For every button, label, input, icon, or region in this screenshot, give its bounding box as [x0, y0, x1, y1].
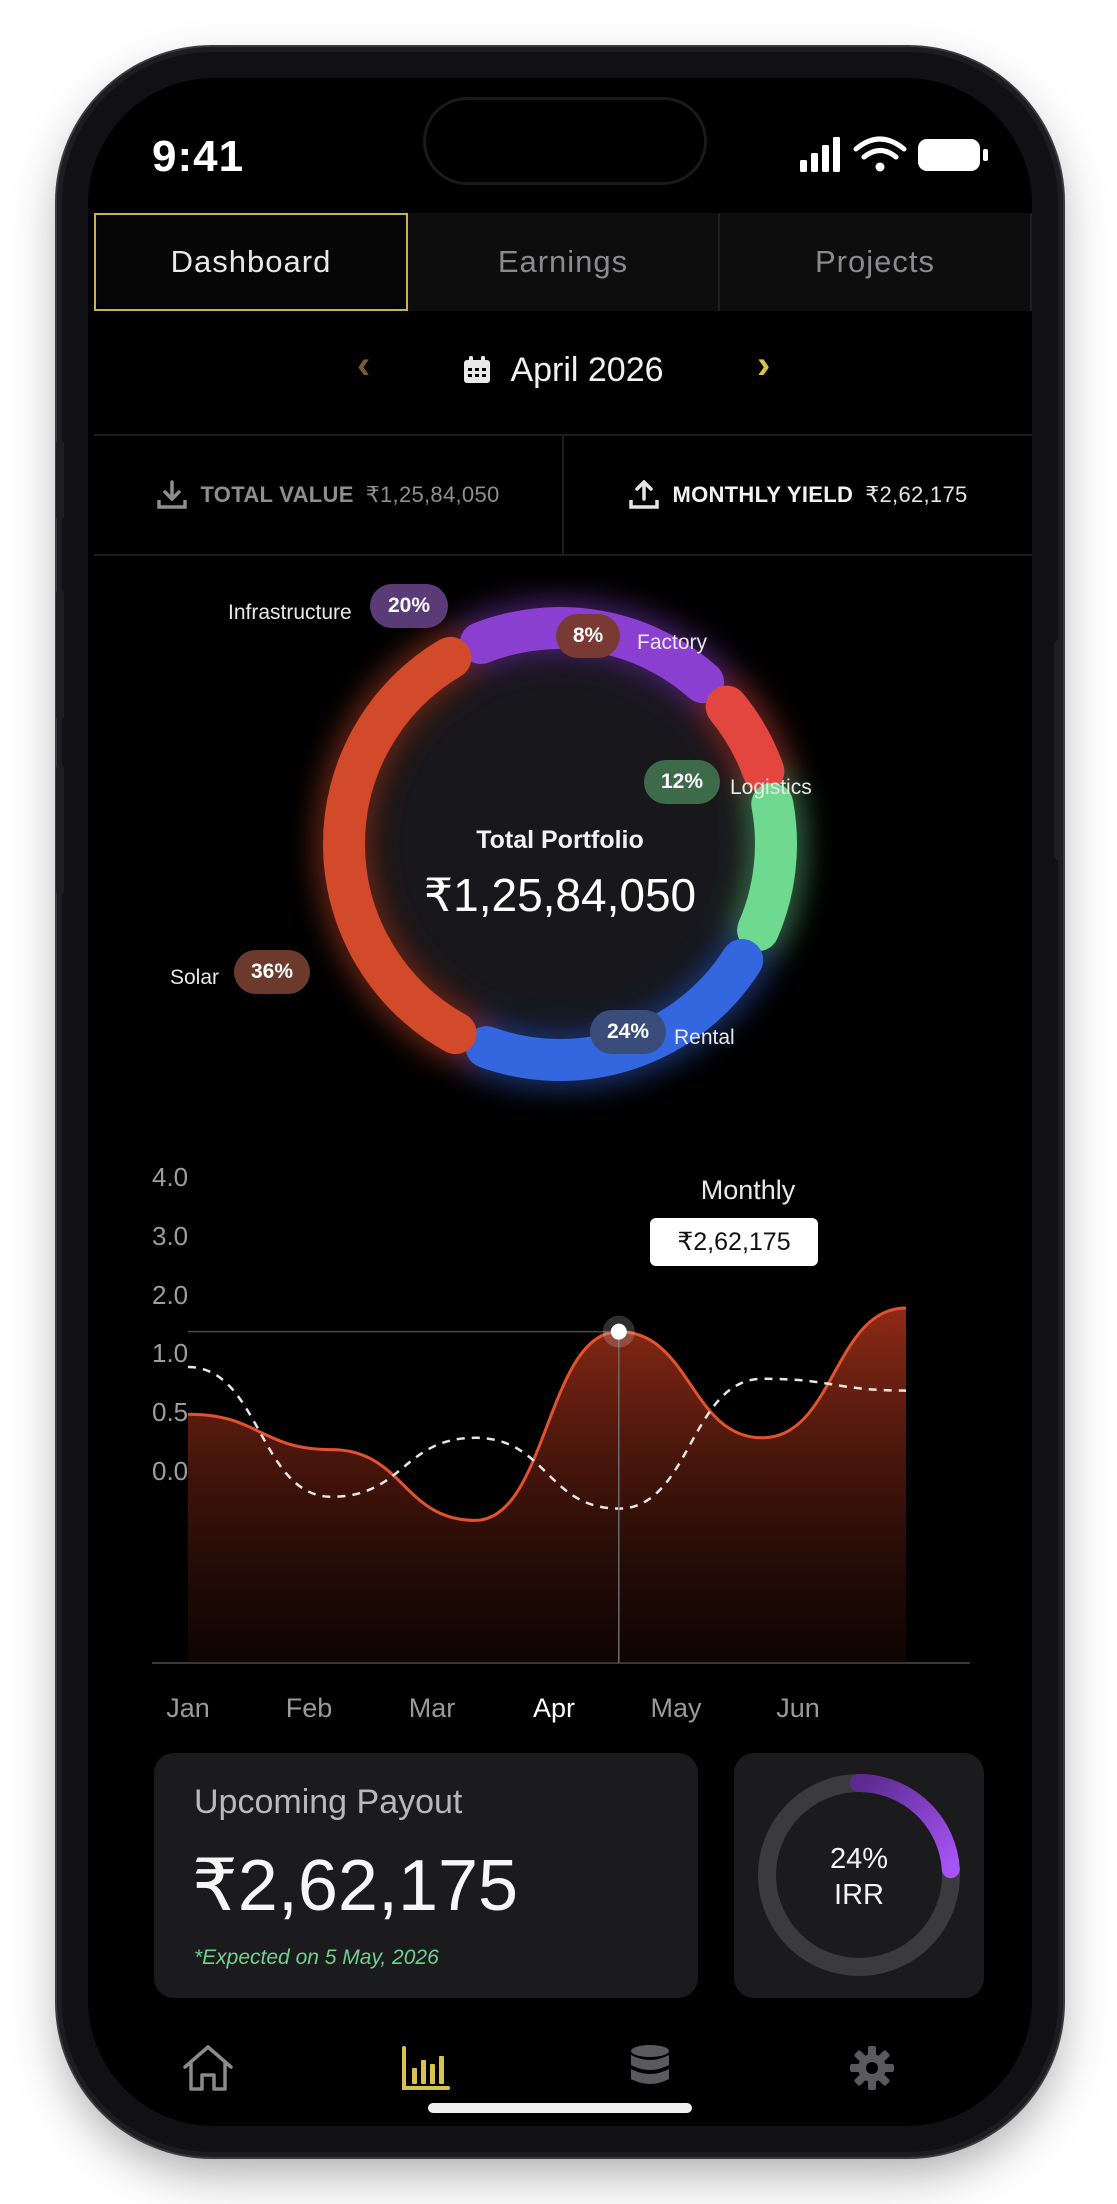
payout-amount: ₹2,62,175: [192, 1846, 519, 1926]
power-button: [1054, 640, 1062, 860]
chart-tooltip: ₹2,62,175: [650, 1218, 818, 1266]
segment-pill-solar[interactable]: 36%: [234, 950, 310, 994]
home-indicator[interactable]: [428, 2103, 692, 2113]
monthly-yield-label: MONTHLY YIELD: [672, 482, 854, 507]
tooltip-series-label: Monthly: [700, 1175, 796, 1205]
tab-earnings[interactable]: Earnings: [408, 213, 720, 311]
volume-up-button: [56, 590, 64, 720]
y-tick-label: 0.0: [152, 1456, 189, 1486]
signal-icon: [800, 160, 807, 172]
y-tick-label: 1.0: [152, 1338, 189, 1368]
monthly-yield-stat[interactable]: MONTHLY YIELD ₹2,62,175: [562, 436, 1032, 554]
gear-icon: [850, 2046, 894, 2090]
chevron-left-icon[interactable]: ‹: [357, 343, 371, 387]
segment-label-rental: Rental: [674, 1026, 735, 1049]
date-selector[interactable]: April 2026: [462, 350, 664, 390]
area-fill: [188, 1308, 906, 1663]
payout-title: Upcoming Payout: [194, 1783, 463, 1821]
date-label: April 2026: [510, 350, 664, 389]
mute-switch: [56, 440, 64, 520]
total-value-amount: ₹1,25,84,050: [365, 482, 500, 507]
battery-icon: [918, 139, 980, 171]
irr-ring: [758, 1774, 960, 1976]
upload-icon: [629, 480, 660, 509]
y-tick-label: 2.0: [152, 1280, 189, 1310]
monthly-yield-amount: ₹2,62,175: [865, 482, 968, 507]
nav-home[interactable]: [176, 2038, 240, 2098]
status-time: 9:41: [152, 132, 245, 181]
nav-analytics[interactable]: [394, 2038, 458, 2098]
status-icons: [800, 136, 988, 172]
segment-label-infrastructure: Infrastructure: [228, 601, 352, 624]
download-icon: [157, 480, 188, 509]
date-navigator: ‹ April 2026 ›: [94, 325, 1032, 415]
x-tick-label: Feb: [285, 1693, 333, 1723]
nav-database[interactable]: [618, 2038, 682, 2098]
x-tick-label: Mar: [408, 1693, 456, 1723]
irr-label: IRR: [834, 1879, 884, 1911]
x-tick-label: May: [650, 1693, 702, 1723]
volume-down-button: [56, 765, 64, 895]
nav-settings[interactable]: [840, 2038, 904, 2098]
top-tabs: Dashboard Earnings Projects: [94, 213, 1032, 311]
series-line-dashed: [187, 1365, 907, 1510]
tab-dashboard[interactable]: Dashboard: [94, 213, 408, 311]
irr-card[interactable]: 24% IRR: [734, 1753, 984, 1998]
irr-percent: 24%: [829, 1843, 889, 1875]
bottom-nav: [88, 2038, 1032, 2098]
app-screen: 9:41 Dashboard Earnings Projects ‹: [88, 78, 1032, 2126]
segment-label-factory: Factory: [637, 631, 708, 654]
irr-progress-arc: [850, 1774, 960, 1879]
series-line-monthly: [187, 1306, 907, 1522]
total-value-label: TOTAL VALUE: [200, 482, 354, 507]
segment-pill-infrastructure[interactable]: 20%: [370, 584, 448, 628]
segment-label-logistics: Logistics: [730, 776, 812, 799]
x-tick-label: Jan: [166, 1693, 210, 1723]
x-tick-label: Apr: [532, 1693, 576, 1723]
dynamic-island: [426, 100, 704, 182]
total-value-stat[interactable]: TOTAL VALUE ₹1,25,84,050: [94, 436, 562, 554]
monthly-area-chart[interactable]: [88, 78, 1032, 2126]
upcoming-payout-card[interactable]: Upcoming Payout ₹2,62,175 *Expected on 5…: [154, 1753, 698, 1998]
segment-pill-logistics[interactable]: 12%: [644, 760, 720, 804]
bar-chart-icon: [402, 2046, 450, 2090]
y-tick-label: 4.0: [152, 1162, 189, 1192]
wifi-icon: [853, 136, 907, 160]
segment-label-solar: Solar: [170, 966, 220, 989]
portfolio-center-value: ₹1,25,84,050: [423, 869, 697, 921]
calendar-icon: [464, 356, 491, 383]
portfolio-center-title: Total Portfolio: [476, 826, 644, 854]
y-tick-label: 0.5: [152, 1397, 189, 1427]
segment-pill-rental[interactable]: 24%: [590, 1010, 666, 1054]
stats-bar: TOTAL VALUE ₹1,25,84,050 MONTHLY YIELD ₹…: [94, 434, 1032, 556]
y-tick-label: 3.0: [152, 1221, 189, 1251]
tab-projects[interactable]: Projects: [720, 213, 1032, 311]
highlight-point[interactable]: [610, 1323, 627, 1340]
chevron-right-icon[interactable]: ›: [757, 343, 771, 387]
database-icon: [631, 2045, 669, 2084]
segment-pill-factory[interactable]: 8%: [556, 614, 620, 658]
home-icon: [183, 2045, 233, 2091]
irr-text: 24% IRR: [734, 1841, 984, 1913]
payout-note: *Expected on 5 May, 2026: [194, 1946, 439, 1969]
x-tick-label: Jun: [776, 1693, 820, 1723]
